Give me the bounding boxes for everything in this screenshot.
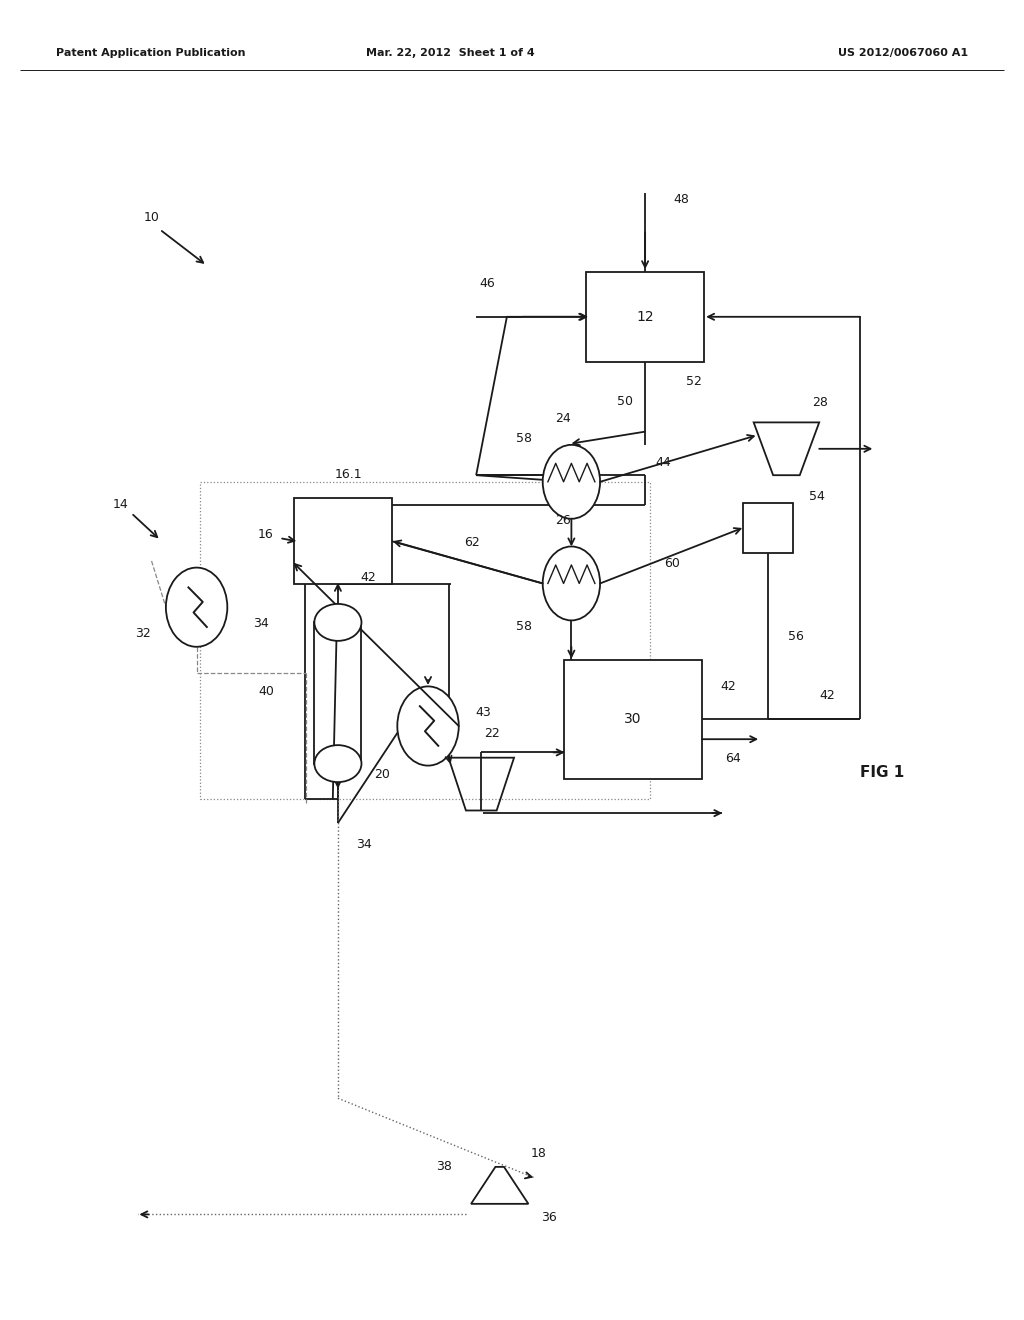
Text: 18: 18 [530,1147,547,1160]
Circle shape [543,445,600,519]
Circle shape [543,546,600,620]
Text: 14: 14 [113,498,129,511]
Text: 38: 38 [436,1160,453,1173]
Text: Mar. 22, 2012  Sheet 1 of 4: Mar. 22, 2012 Sheet 1 of 4 [367,48,535,58]
Circle shape [166,568,227,647]
Ellipse shape [314,744,361,781]
Text: 16.1: 16.1 [335,469,361,480]
Text: 44: 44 [655,455,671,469]
Text: 32: 32 [135,627,151,640]
Text: 56: 56 [788,630,805,643]
Text: 26: 26 [555,513,571,527]
Text: 30: 30 [624,713,642,726]
Text: 28: 28 [812,396,828,409]
Text: 43: 43 [475,706,490,719]
Bar [743,503,793,553]
Text: 52: 52 [686,375,702,388]
Text: 10: 10 [143,211,160,224]
Circle shape [397,686,459,766]
Text: 34: 34 [356,838,372,851]
Text: 40: 40 [258,685,274,698]
Text: 16: 16 [258,528,274,541]
Bar [295,498,392,583]
Ellipse shape [314,605,361,642]
Text: 36: 36 [541,1210,556,1224]
Text: 22: 22 [483,727,500,741]
Text: 64: 64 [725,752,740,766]
Text: 46: 46 [479,277,495,290]
Text: 60: 60 [664,557,680,570]
Bar [563,660,702,779]
Text: 42: 42 [819,689,835,702]
Text: 58: 58 [516,620,532,634]
Text: 50: 50 [616,395,633,408]
Text: Patent Application Publication: Patent Application Publication [56,48,246,58]
Text: 62: 62 [465,536,480,549]
Text: 34: 34 [253,616,269,630]
Text: 48: 48 [674,193,690,206]
Text: 12: 12 [636,310,654,323]
Text: 42: 42 [360,572,376,583]
Text: FIG 1: FIG 1 [860,764,904,780]
Bar [314,623,361,763]
Text: 54: 54 [809,490,825,503]
Bar [586,272,705,362]
Text: 42: 42 [721,680,736,693]
Text: 20: 20 [374,768,390,780]
Text: 24: 24 [555,412,571,425]
Text: 58: 58 [516,432,532,445]
Text: US 2012/0067060 A1: US 2012/0067060 A1 [838,48,968,58]
